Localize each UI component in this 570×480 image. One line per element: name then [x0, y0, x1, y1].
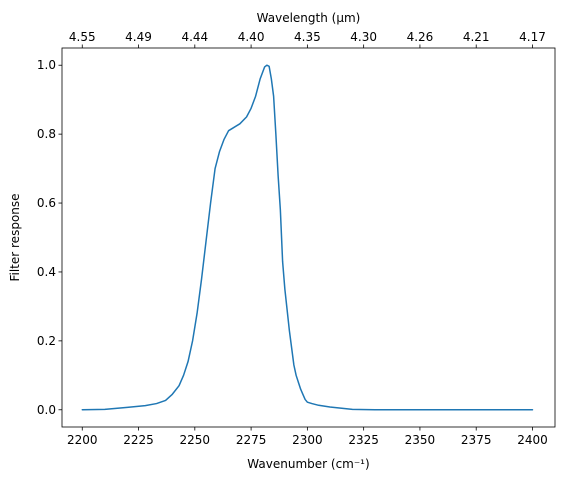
- x-tick-label: 2250: [180, 433, 211, 447]
- top-tick-label: 4.44: [181, 30, 208, 44]
- top-tick-label: 4.55: [69, 30, 96, 44]
- x-tick-label: 2200: [67, 433, 98, 447]
- plot-frame: [61, 47, 556, 428]
- top-axis-title: Wavelength (μm): [257, 11, 361, 25]
- x-tick-label: 2300: [292, 433, 323, 447]
- x-tick-label: 2275: [236, 433, 267, 447]
- y-tick-label: 1.0: [37, 58, 56, 72]
- top-tick-label: 4.35: [294, 30, 321, 44]
- x-tick-label: 2225: [123, 433, 154, 447]
- top-tick-label: 4.21: [463, 30, 490, 44]
- x-tick-label: 2400: [517, 433, 548, 447]
- y-tick-label: 0.8: [37, 127, 56, 141]
- top-tick-label: 4.49: [125, 30, 152, 44]
- y-tick-label: 0.2: [37, 334, 56, 348]
- x-tick-label: 2325: [348, 433, 379, 447]
- top-tick-label: 4.40: [238, 30, 265, 44]
- plot-area: [81, 64, 534, 411]
- top-tick-label: 4.17: [519, 30, 546, 44]
- top-tick-label: 4.26: [407, 30, 434, 44]
- x-axis-title: Wavenumber (cm⁻¹): [247, 457, 369, 471]
- series-line-0: [81, 64, 534, 411]
- x-tick-label: 2350: [405, 433, 436, 447]
- y-axis-title: Filter response: [8, 193, 22, 281]
- y-tick-label: 0.6: [37, 196, 56, 210]
- y-tick-label: 0.4: [37, 265, 56, 279]
- axes: 2200 2225 2250 2275 2300 2325 2350 2375 2400 0.0 0…: [37, 30, 556, 447]
- y-tick-label: 0.0: [37, 403, 56, 417]
- x-tick-label: 2375: [461, 433, 492, 447]
- top-tick-label: 4.30: [350, 30, 377, 44]
